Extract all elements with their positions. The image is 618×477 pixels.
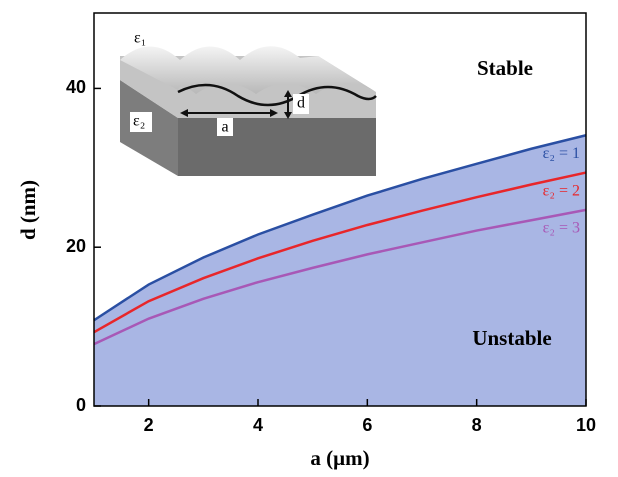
x-tick-label: 6 — [362, 415, 372, 435]
x-tick-label: 10 — [576, 415, 596, 435]
label-box — [217, 118, 233, 136]
inset-diagram: ε₁ ε₂ a d — [120, 30, 377, 176]
y-tick-label: 20 — [66, 236, 86, 256]
inset-label: ε₂ — [133, 113, 145, 130]
arrowhead — [270, 109, 278, 117]
series-label: ε₂ = 1 — [543, 145, 580, 162]
arrowhead — [180, 109, 188, 117]
x-tick-label: 8 — [472, 415, 482, 435]
inset-label: a — [221, 119, 228, 136]
series-line — [93, 134, 587, 322]
x-tick-label: 2 — [144, 415, 154, 435]
annotation: Unstable — [472, 326, 551, 350]
plot-frame — [93, 12, 587, 407]
x-axis-title: a (μm) — [310, 446, 369, 470]
inset-label: ε₁ — [134, 30, 146, 47]
series-label: ε₂ = 3 — [543, 220, 580, 237]
series-line — [93, 208, 587, 346]
plot-area: ε₂ = 1 ε₂ = 2 ε₂ = 3 0 20 40 2 4 6 8 10 ε₁ ε₂ a d — [66, 12, 596, 435]
y-axis-title: d (nm) — [16, 180, 40, 240]
x-tick-label: 4 — [253, 415, 263, 435]
arrowhead — [284, 112, 292, 119]
arrowhead — [284, 90, 292, 97]
label-box — [293, 94, 309, 114]
y-tick-label: 40 — [66, 77, 86, 97]
inset-label: d — [297, 95, 305, 112]
y-tick-label: 0 — [76, 395, 86, 415]
annotation: Stable — [477, 56, 533, 80]
wavy-surface — [120, 46, 376, 94]
series-label: ε₂ = 2 — [543, 182, 580, 199]
region-fill — [94, 135, 586, 406]
label-box — [130, 112, 152, 132]
series-line — [93, 171, 587, 334]
block-front — [178, 118, 376, 176]
